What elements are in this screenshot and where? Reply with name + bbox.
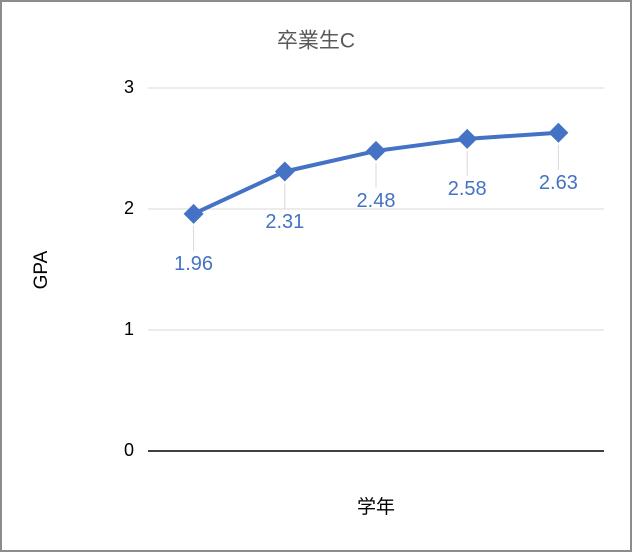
data-marker xyxy=(366,140,386,161)
data-label: 2.63 xyxy=(539,172,578,194)
data-marker xyxy=(548,122,569,143)
y-axis-label: GPA xyxy=(31,250,52,289)
data-marker xyxy=(274,161,295,182)
data-marker xyxy=(457,128,478,149)
y-tick-label: 3 xyxy=(124,77,134,97)
y-tick-label: 0 xyxy=(124,440,134,460)
data-label: 1.96 xyxy=(174,253,213,275)
y-tick-label: 2 xyxy=(124,198,134,218)
data-label: 2.48 xyxy=(357,190,396,212)
x-axis-label: 学年 xyxy=(357,496,395,518)
data-marker xyxy=(183,203,204,224)
data-label: 2.58 xyxy=(448,178,487,200)
y-tick-label: 1 xyxy=(124,319,134,339)
data-label: 2.31 xyxy=(265,211,304,233)
chart-title: 卒業生C xyxy=(277,30,355,53)
